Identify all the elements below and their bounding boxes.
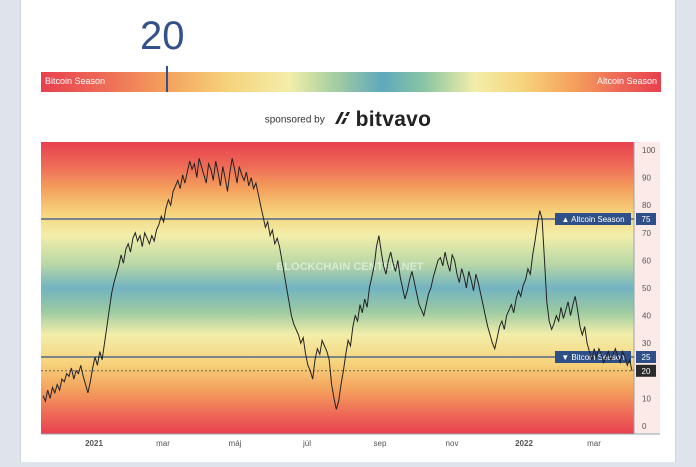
threshold-label-bg xyxy=(555,351,631,363)
y-tick-label: 80 xyxy=(642,201,651,210)
threshold-value: 75 xyxy=(642,215,651,224)
y-tick-label: 40 xyxy=(642,312,651,321)
threshold-value-bg xyxy=(636,213,656,225)
y-tick-label: 100 xyxy=(642,146,656,155)
y-tick-label: 90 xyxy=(642,174,651,183)
scale-marker xyxy=(166,66,168,92)
season-scale-bar: Bitcoin Season Altcoin Season xyxy=(41,72,661,92)
y-tick-label: 50 xyxy=(642,284,651,293)
threshold-value-bg xyxy=(636,351,656,363)
current-value-label: 20 xyxy=(642,367,651,376)
threshold-value: 25 xyxy=(642,353,651,362)
y-axis-panel xyxy=(634,142,660,434)
y-tick-label: 30 xyxy=(642,339,651,348)
x-tick-label: 2021 xyxy=(85,439,103,448)
x-tick-label: júl xyxy=(302,439,311,448)
sponsor-banner[interactable]: sponsored by bitvavo xyxy=(0,108,696,132)
y-tick-label: 0 xyxy=(642,422,647,431)
y-tick-label: 60 xyxy=(642,256,651,265)
sponsor-text: sponsored by xyxy=(264,114,325,126)
threshold-label: ▲ Altcoin Season xyxy=(561,215,624,224)
plot-background xyxy=(41,142,634,434)
x-tick-label: nov xyxy=(446,439,459,448)
y-tick-label: 70 xyxy=(642,229,651,238)
index-series-line xyxy=(42,158,633,410)
y-tick-label: 10 xyxy=(642,394,651,403)
threshold-label: ▼ Bitcoin Season xyxy=(561,353,625,362)
sponsor-name: bitvavo xyxy=(355,108,432,131)
scale-left-label: Bitcoin Season xyxy=(45,76,106,86)
index-value: 20 xyxy=(140,14,185,58)
x-tick-label: mar xyxy=(587,439,601,448)
bitvavo-logo-icon xyxy=(333,110,351,131)
current-value-bg xyxy=(636,364,656,377)
x-tick-label: 2022 xyxy=(515,439,533,448)
x-tick-label: sep xyxy=(374,439,387,448)
scale-right-label: Altcoin Season xyxy=(596,76,657,86)
watermark: BLOCKCHAIN CENTER.NET xyxy=(276,261,424,273)
threshold-label-bg xyxy=(555,213,631,225)
x-tick-label: máj xyxy=(229,439,242,448)
x-tick-label: mar xyxy=(156,439,170,448)
